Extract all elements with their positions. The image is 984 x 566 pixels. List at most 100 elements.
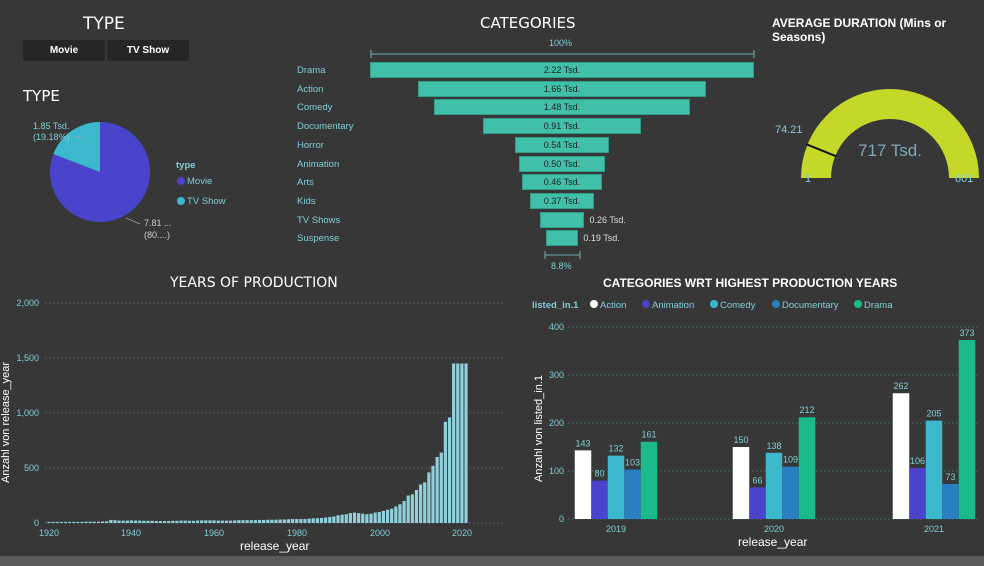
years-bar-1970[interactable]: [253, 520, 257, 523]
years-bar-1951[interactable]: [175, 520, 179, 523]
years-bar-1955[interactable]: [191, 520, 196, 523]
bar-documentary-2020[interactable]: [782, 466, 799, 519]
years-bar-1940[interactable]: [129, 520, 134, 523]
years-bar-1989[interactable]: [332, 516, 336, 523]
years-bar-1929[interactable]: [84, 521, 88, 523]
years-bar-1982[interactable]: [303, 519, 307, 523]
bar-comedy-2019[interactable]: [607, 455, 625, 519]
years-bar-2005[interactable]: [398, 504, 402, 523]
years-bar-2021[interactable]: [464, 363, 468, 524]
years-bar-1958[interactable]: [204, 520, 208, 523]
years-bar-1988[interactable]: [328, 516, 332, 523]
years-bar-1956[interactable]: [195, 520, 200, 523]
years-bar-1924[interactable]: [63, 521, 68, 523]
years-bar-1936[interactable]: [113, 520, 117, 523]
years-bar-1971[interactable]: [257, 519, 262, 523]
bar-drama-2019[interactable]: [640, 441, 658, 519]
years-bar-1967[interactable]: [241, 520, 245, 523]
years-bar-2002[interactable]: [385, 509, 390, 523]
years-bar-1954[interactable]: [187, 520, 191, 523]
years-bar-1925[interactable]: [67, 521, 72, 523]
legend-action[interactable]: Action: [600, 300, 626, 311]
years-bar-1975[interactable]: [274, 519, 278, 523]
years-bar-2015[interactable]: [439, 452, 443, 523]
funnel-bar-comedy[interactable]: 1.48 Tsd.: [434, 99, 690, 116]
years-bar-1952[interactable]: [179, 520, 183, 523]
bar-animation-2019[interactable]: [591, 480, 608, 519]
years-bar-2001[interactable]: [381, 510, 386, 523]
funnel-bar-animation[interactable]: 0.50 Tsd.: [518, 155, 606, 172]
legend-documentary[interactable]: Documentary: [782, 300, 839, 311]
years-bar-2013[interactable]: [431, 465, 435, 523]
years-bar-2010[interactable]: [419, 484, 423, 524]
years-bar-1922[interactable]: [55, 521, 59, 523]
years-bar-1981[interactable]: [299, 519, 303, 523]
bar-animation-2020[interactable]: [749, 487, 766, 519]
funnel-bar-kids[interactable]: 0.37 Tsd.: [530, 192, 594, 209]
years-bar-1966[interactable]: [237, 520, 241, 523]
bar-action-2019[interactable]: [574, 450, 592, 519]
bar-drama-2021[interactable]: [958, 339, 976, 519]
years-bar-1998[interactable]: [369, 513, 373, 523]
movie-slicer-button[interactable]: Movie: [23, 40, 105, 61]
legend-comedy[interactable]: Comedy: [720, 300, 756, 311]
funnel-bar-drama[interactable]: 2.22 Tsd.: [370, 62, 754, 78]
years-bar-1941[interactable]: [134, 520, 138, 523]
years-bar-1939[interactable]: [125, 520, 129, 523]
years-bar-1921[interactable]: [51, 521, 55, 523]
funnel-bar-arts[interactable]: 0.46 Tsd.: [522, 174, 602, 191]
bar-documentary-2019[interactable]: [624, 469, 641, 519]
funnel-bar-action[interactable]: 1.66 Tsd.: [418, 80, 706, 97]
type-pie-chart[interactable]: 1.85 Tsd. (19.18%) 7.81 ... (80....) typ…: [20, 110, 290, 250]
years-bar-2012[interactable]: [427, 472, 431, 523]
bar-comedy-2020[interactable]: [765, 452, 783, 519]
years-bar-2011[interactable]: [423, 482, 427, 523]
years-bar-1945[interactable]: [150, 520, 154, 523]
bar-drama-2020[interactable]: [798, 417, 816, 519]
years-bar-1961[interactable]: [216, 520, 220, 523]
years-bar-1946[interactable]: [154, 521, 158, 523]
years-bar-2017[interactable]: [447, 417, 452, 523]
years-bar-1999[interactable]: [373, 512, 377, 523]
pie-slice-tv-show[interactable]: [53, 122, 100, 172]
years-bar-1984[interactable]: [311, 518, 315, 523]
years-bar-1944[interactable]: [146, 520, 150, 523]
years-bar-1962[interactable]: [220, 520, 224, 523]
years-bar-2016[interactable]: [443, 421, 447, 523]
years-bar-1985[interactable]: [315, 518, 319, 523]
tv-show-slicer-button[interactable]: TV Show: [107, 40, 189, 61]
years-bar-1928[interactable]: [80, 521, 84, 523]
years-bar-1960[interactable]: [212, 520, 216, 523]
years-bar-1992[interactable]: [344, 514, 348, 523]
years-bar-1987[interactable]: [324, 517, 328, 524]
bar-animation-2021[interactable]: [909, 468, 926, 519]
years-bar-1934[interactable]: [105, 521, 109, 523]
years-bar-1991[interactable]: [340, 514, 344, 523]
years-bar-1994[interactable]: [352, 512, 357, 523]
years-bar-1965[interactable]: [233, 520, 237, 523]
years-bar-2004[interactable]: [394, 506, 398, 524]
years-bar-1949[interactable]: [167, 521, 171, 523]
years-bar-1979[interactable]: [290, 519, 295, 523]
years-bar-2018[interactable]: [452, 363, 456, 524]
bar-comedy-2021[interactable]: [925, 420, 943, 519]
years-bar-1959[interactable]: [208, 520, 212, 523]
years-bar-1983[interactable]: [307, 518, 311, 523]
years-bar-1964[interactable]: [229, 520, 233, 523]
years-bar-2014[interactable]: [435, 457, 439, 523]
categories-by-year-chart[interactable]: listed_in.1 Action Animation Comedy Documen…: [528, 292, 984, 556]
years-bar-1947[interactable]: [158, 521, 163, 523]
years-bar-1978[interactable]: [286, 519, 291, 523]
years-bar-2007[interactable]: [406, 495, 410, 524]
years-bar-1926[interactable]: [72, 521, 76, 523]
years-bar-1920[interactable]: [47, 521, 51, 523]
years-bar-2009[interactable]: [414, 490, 419, 523]
years-bar-1990[interactable]: [336, 515, 340, 523]
bar-action-2021[interactable]: [892, 393, 910, 519]
years-bar-1937[interactable]: [117, 520, 121, 523]
years-bar-1976[interactable]: [278, 519, 282, 523]
funnel-bar-suspense[interactable]: [545, 230, 579, 247]
years-bar-1953[interactable]: [183, 520, 187, 523]
years-bar-1942[interactable]: [138, 520, 142, 523]
years-bar-2006[interactable]: [402, 501, 406, 523]
